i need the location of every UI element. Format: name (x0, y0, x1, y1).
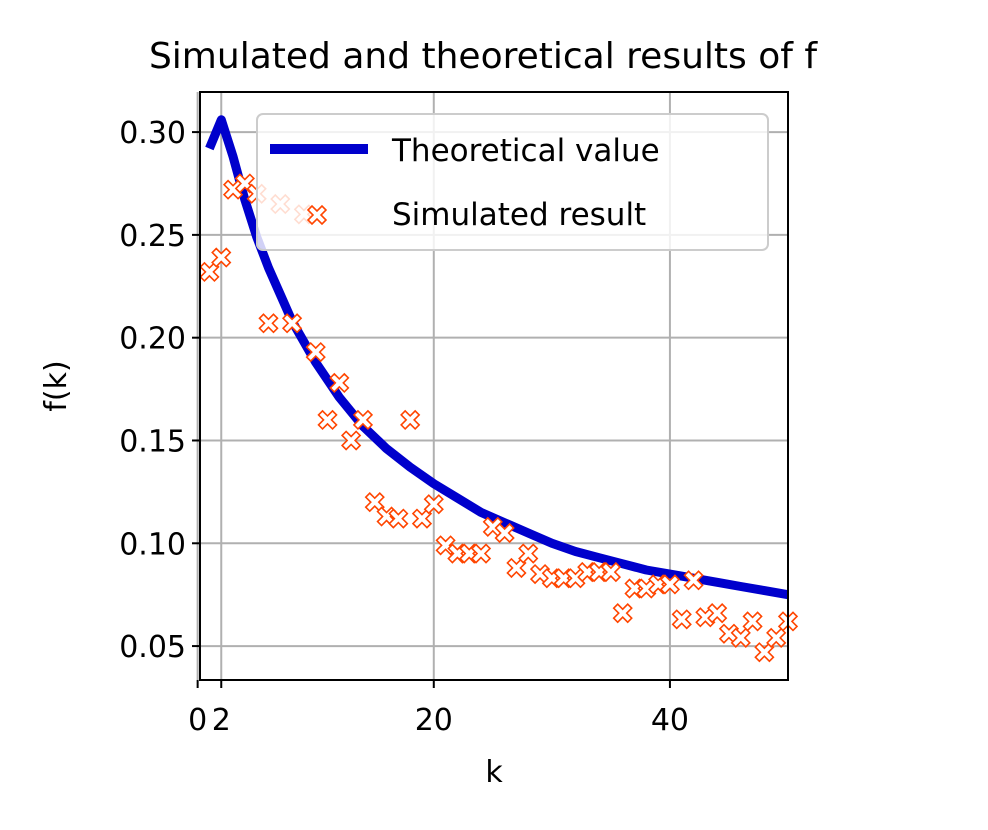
plot-series (199, 115, 799, 663)
simulated-point (258, 313, 279, 334)
y-tick-label: 0.25 (119, 219, 186, 254)
y-axis-ticks: 0.05 0.10 0.15 0.20 0.25 0.30 (119, 116, 200, 665)
theoretical-value-line (205, 115, 789, 600)
simulated-point (730, 627, 751, 648)
plot-frame (199, 91, 789, 681)
simulated-point (400, 409, 421, 431)
simulated-point (612, 603, 633, 624)
simulated-point (317, 409, 338, 431)
simulated-point (341, 430, 362, 451)
simulated-point (423, 494, 444, 515)
x-tick-label: 2 (212, 703, 231, 738)
simulated-point (683, 570, 704, 591)
simulated-point (281, 313, 303, 334)
x-tick-label: 20 (415, 703, 453, 738)
simulated-point (305, 341, 326, 363)
legend-label-theoretical: Theoretical value (391, 133, 660, 169)
y-axis-label: f(k) (39, 360, 74, 411)
chart-title: Simulated and theoretical results of f (149, 36, 818, 77)
x-tick-label: 0 (188, 703, 207, 738)
legend-cross-marker (306, 204, 328, 226)
simulated-point (518, 543, 539, 564)
y-tick-label: 0.05 (119, 630, 186, 665)
simulated-point (388, 508, 409, 529)
simulated-point (671, 609, 692, 630)
simulated-point (754, 642, 775, 663)
simulated-point (600, 561, 622, 583)
y-tick-label: 0.10 (119, 527, 186, 562)
simulated-point (352, 409, 374, 431)
legend: Theoretical value Simulated result (256, 113, 769, 251)
simulated-point (707, 603, 728, 624)
y-tick-label: 0.30 (119, 116, 186, 151)
simulated-point (506, 557, 527, 579)
x-tick-label: 40 (651, 703, 689, 738)
simulated-point (766, 627, 787, 648)
y-tick-label: 0.15 (119, 424, 186, 459)
legend-label-simulated: Simulated result (392, 197, 646, 233)
x-axis-ticks: 0 2 20 40 (188, 680, 689, 738)
simulated-point (411, 508, 433, 529)
y-tick-label: 0.20 (119, 322, 186, 357)
legend-box (256, 113, 769, 251)
simulated-point (222, 179, 244, 200)
simulated-point (742, 611, 763, 632)
simulated-point (565, 568, 586, 589)
x-axis-label: k (485, 755, 503, 790)
simulated-point (470, 543, 492, 564)
legend-marker-swatch (306, 204, 328, 226)
simulated-point (329, 372, 350, 394)
simulated-point (636, 578, 657, 599)
simulated-point (494, 522, 515, 544)
simulated-point (211, 247, 232, 268)
simulated-point (695, 607, 716, 628)
simulated-point (364, 492, 385, 513)
simulated-point (659, 574, 681, 595)
